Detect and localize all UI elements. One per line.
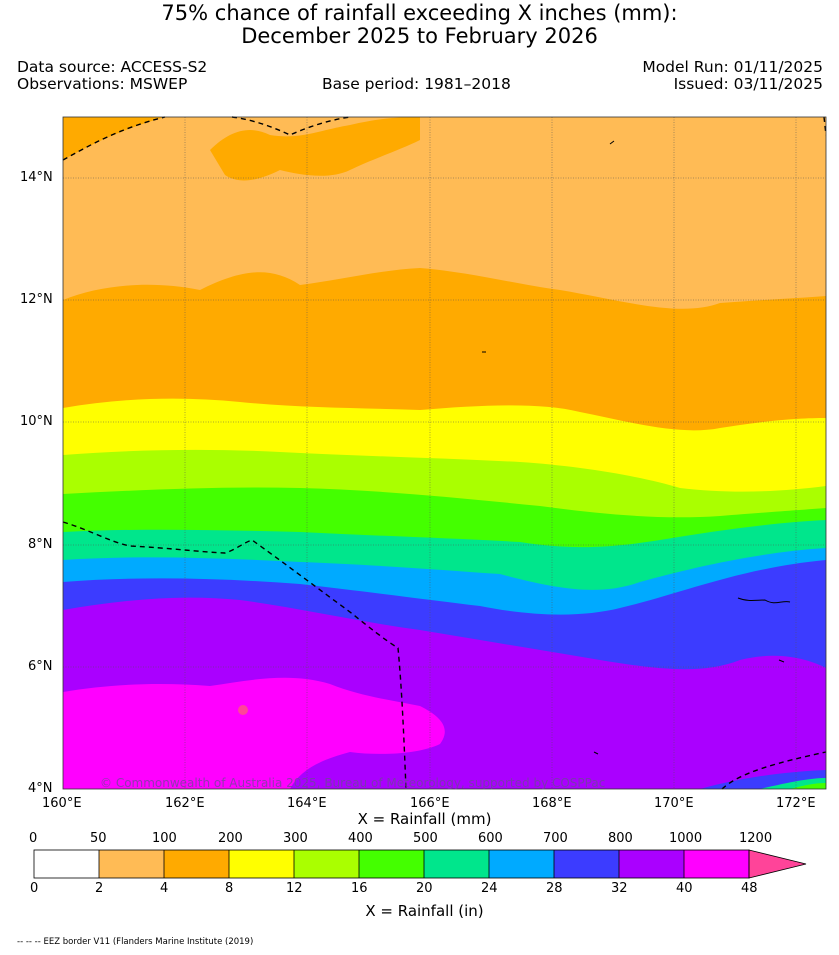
colorbar-in-label: 32: [611, 881, 628, 896]
lon-label: 164°E: [287, 796, 327, 811]
colorbar-in-label: 20: [416, 881, 433, 896]
map-frame: [62, 116, 827, 790]
colorbar-mm-label: 600: [478, 831, 503, 846]
colorbar-mm-label: 500: [413, 831, 438, 846]
band-16-20in-south: [790, 783, 826, 789]
colorbar-mm-label: 1200: [739, 831, 773, 846]
colorbar-mm-label: 700: [543, 831, 568, 846]
colorbar-in-label: 0: [30, 881, 39, 896]
colorbar-swatch-1: [99, 850, 164, 878]
colorbar-swatch-5: [359, 850, 424, 878]
atoll-marker: [238, 705, 248, 715]
chart-title-line1: 75% chance of rainfall exceeding X inche…: [161, 1, 678, 25]
colorbar-in-label: 2: [95, 881, 104, 896]
lon-label: 162°E: [165, 796, 205, 811]
colorbar-mm-label: 50: [90, 831, 107, 846]
lat-label: 14°N: [20, 170, 53, 185]
lon-label: 172°E: [776, 796, 816, 811]
colorbar-mm-label: 0: [29, 831, 38, 846]
colorbar-swatch-3: [229, 850, 294, 878]
colorbar-swatch-11: [748, 849, 807, 879]
colorbar-mm-label: 400: [348, 831, 373, 846]
colorbar-in-label: 40: [676, 881, 693, 896]
colorbar-mm-label: 300: [283, 831, 308, 846]
colorbar-in-label: 16: [351, 881, 368, 896]
rainfall-bands: [63, 117, 826, 789]
colorbar-mm-label: 200: [218, 831, 243, 846]
colorbar-mm-label: 1000: [669, 831, 703, 846]
lon-label: 168°E: [532, 796, 572, 811]
colorbar-swatch-2: [164, 850, 229, 878]
lon-label: 160°E: [42, 796, 82, 811]
colorbar-swatch-8: [554, 850, 619, 878]
lat-label: 4°N: [28, 781, 53, 796]
islands: [482, 140, 791, 755]
eez-borders: [62, 116, 827, 790]
issued-label: Issued: 03/11/2025: [673, 75, 823, 93]
colorbar-mm-label: 100: [152, 831, 177, 846]
colorbar-in-label: 48: [741, 881, 758, 896]
x-axis-label: X = Rainfall (mm): [357, 810, 492, 828]
colorbar-in-label: 24: [481, 881, 498, 896]
band-40-48in: [63, 677, 445, 789]
grid-lines: [63, 117, 826, 789]
patch-north-west: [63, 117, 165, 160]
colorbar-in-label: 12: [286, 881, 303, 896]
observations-label: Observations: MSWEP: [17, 75, 188, 93]
colorbar-swatch-0: [34, 850, 99, 878]
patch-north-center: [210, 117, 420, 181]
colorbar-swatch-6: [424, 850, 489, 878]
lon-label: 170°E: [654, 796, 694, 811]
data-source-label: Data source: ACCESS-S2: [17, 58, 208, 76]
colorbar-in-label: 4: [160, 881, 169, 896]
lon-label: 166°E: [410, 796, 450, 811]
colorbar-swatch-4: [294, 850, 359, 878]
eez-footnote: -- -- -- EEZ border V11 (Flanders Marine…: [17, 937, 254, 947]
colorbar-in-label: 28: [546, 881, 563, 896]
colorbar-swatch-7: [489, 850, 554, 878]
copyright-watermark: © Commonwealth of Australia 2025, Bureau…: [100, 776, 606, 790]
lat-label: 10°N: [20, 414, 53, 429]
model-run-label: Model Run: 01/11/2025: [642, 58, 823, 76]
colorbar-title: X = Rainfall (in): [365, 902, 484, 920]
colorbar-swatch-9: [619, 850, 684, 878]
base-period-label: Base period: 1981–2018: [322, 75, 511, 93]
lat-label: 8°N: [28, 537, 53, 552]
colorbar-swatch-10: [684, 850, 749, 878]
colorbar-mm-label: 800: [608, 831, 633, 846]
lat-label: 12°N: [20, 292, 53, 307]
lat-label: 6°N: [28, 659, 53, 674]
colorbar: [33, 849, 807, 879]
colorbar-in-label: 8: [225, 881, 234, 896]
chart-title-line2: December 2025 to February 2026: [241, 24, 598, 48]
